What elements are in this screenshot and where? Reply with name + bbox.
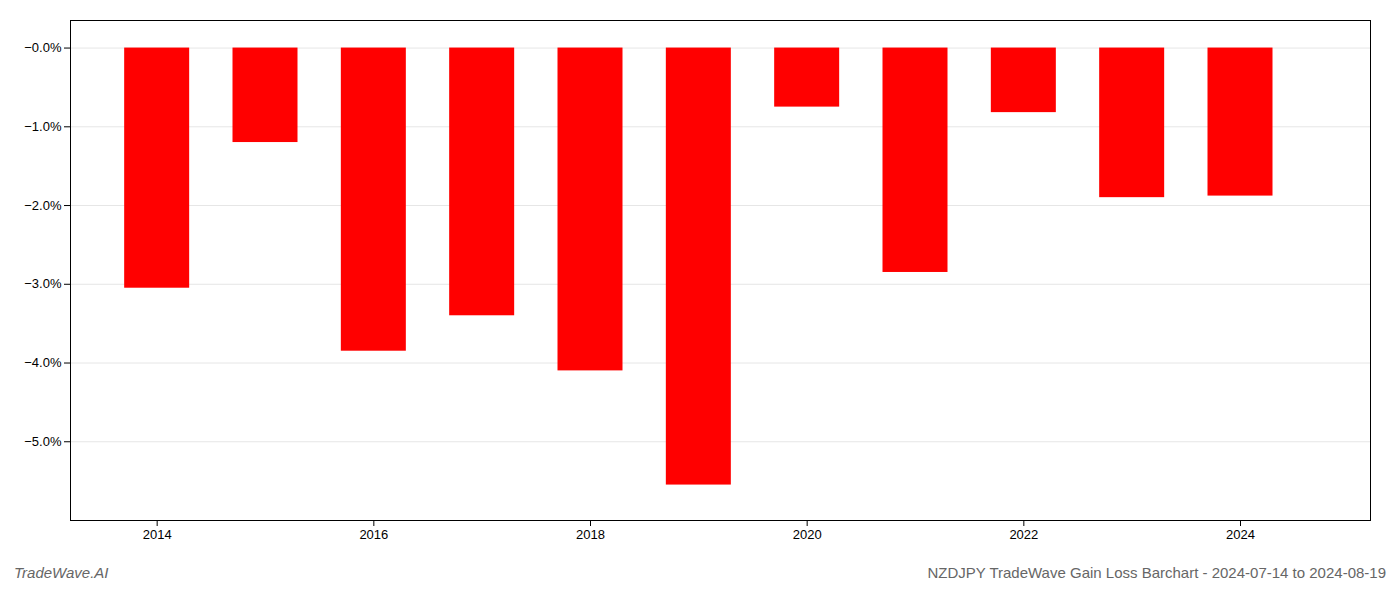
svg-text:−5.0%: −5.0%: [24, 434, 62, 449]
svg-text:−2.0%: −2.0%: [24, 198, 62, 213]
svg-text:−4.0%: −4.0%: [24, 355, 62, 370]
svg-text:−0.0%: −0.0%: [24, 40, 62, 55]
svg-text:2016: 2016: [359, 527, 388, 542]
html-text:NZDJPY TradeWave Gain Loss Bar: NZDJPY TradeWave Gain Loss Barchart - 20…: [927, 564, 1386, 581]
svg-text:−3.0%: −3.0%: [24, 276, 62, 291]
svg-text:2020: 2020: [793, 527, 822, 542]
svg-text:2022: 2022: [1009, 527, 1038, 542]
svg-text:2018: 2018: [576, 527, 605, 542]
html-text:TradeWave.AI: TradeWave.AI: [14, 564, 109, 581]
svg-text:2024: 2024: [1226, 527, 1255, 542]
svg-text:−1.0%: −1.0%: [24, 119, 62, 134]
svg-text:2014: 2014: [143, 527, 172, 542]
